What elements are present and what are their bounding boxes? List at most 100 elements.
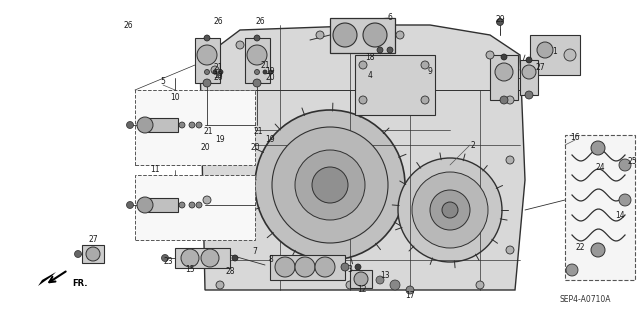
Circle shape (341, 263, 349, 271)
Text: 14: 14 (615, 211, 625, 219)
Circle shape (501, 54, 507, 60)
Text: 21: 21 (260, 61, 269, 70)
Bar (490, 55, 518, 100)
Bar (135, 90, 255, 165)
Circle shape (333, 23, 357, 47)
Circle shape (86, 247, 100, 261)
Circle shape (197, 45, 217, 65)
Circle shape (500, 96, 508, 104)
Circle shape (255, 110, 405, 260)
Text: 19: 19 (213, 70, 223, 79)
Text: 4: 4 (367, 70, 372, 79)
Circle shape (591, 141, 605, 155)
Circle shape (506, 246, 514, 254)
Circle shape (355, 264, 361, 270)
Text: 21: 21 (253, 128, 263, 137)
Circle shape (205, 70, 209, 75)
Circle shape (442, 202, 458, 218)
Circle shape (204, 35, 210, 41)
Text: 28: 28 (225, 268, 235, 277)
Circle shape (591, 243, 605, 257)
Text: 17: 17 (405, 291, 415, 300)
Circle shape (196, 202, 202, 208)
Circle shape (161, 255, 168, 262)
Text: 20: 20 (265, 73, 275, 83)
Bar (175, 248, 230, 268)
Bar (270, 255, 345, 280)
Text: 23: 23 (163, 257, 173, 266)
Text: 21: 21 (204, 128, 212, 137)
Text: 9: 9 (428, 68, 433, 77)
Circle shape (398, 158, 502, 262)
Circle shape (295, 150, 365, 220)
Circle shape (312, 167, 348, 203)
Circle shape (412, 172, 488, 248)
Text: 1: 1 (552, 48, 557, 56)
Circle shape (476, 281, 484, 289)
Text: 15: 15 (185, 265, 195, 275)
Text: 27: 27 (535, 63, 545, 72)
Text: 24: 24 (595, 164, 605, 173)
Circle shape (566, 264, 578, 276)
Circle shape (219, 70, 223, 74)
Circle shape (421, 61, 429, 69)
Circle shape (201, 249, 219, 267)
Circle shape (213, 70, 217, 74)
Circle shape (74, 250, 81, 257)
Text: 19: 19 (215, 136, 225, 145)
Circle shape (421, 96, 429, 104)
Text: 29: 29 (495, 16, 505, 25)
Text: SEP4-A0710A: SEP4-A0710A (559, 295, 611, 305)
Text: 21: 21 (213, 63, 223, 72)
Text: 13: 13 (380, 271, 390, 280)
Circle shape (272, 127, 388, 243)
Circle shape (430, 190, 470, 230)
Circle shape (189, 122, 195, 128)
Text: 16: 16 (570, 133, 580, 143)
Circle shape (247, 45, 267, 65)
Circle shape (179, 122, 185, 128)
Circle shape (387, 47, 393, 53)
Circle shape (526, 57, 532, 63)
Text: 8: 8 (269, 256, 273, 264)
Circle shape (359, 61, 367, 69)
Circle shape (203, 79, 211, 87)
Circle shape (263, 70, 267, 74)
Text: 3: 3 (348, 265, 353, 275)
Text: 26: 26 (255, 18, 265, 26)
Circle shape (506, 96, 514, 104)
Text: 2: 2 (470, 140, 476, 150)
Circle shape (354, 272, 368, 286)
Text: 26: 26 (123, 20, 133, 29)
Circle shape (137, 197, 153, 213)
Text: FR.: FR. (72, 278, 88, 287)
Polygon shape (200, 25, 525, 290)
Circle shape (316, 31, 324, 39)
Circle shape (255, 70, 259, 75)
Bar (195, 38, 220, 83)
Bar (148, 198, 178, 212)
Bar (350, 270, 372, 288)
Circle shape (203, 196, 211, 204)
Circle shape (137, 117, 153, 133)
Circle shape (390, 280, 400, 290)
Text: 25: 25 (627, 158, 637, 167)
Circle shape (376, 276, 384, 284)
Circle shape (396, 31, 404, 39)
Circle shape (346, 281, 354, 289)
Circle shape (211, 66, 219, 74)
Circle shape (564, 49, 576, 61)
Circle shape (497, 19, 504, 26)
Text: 19: 19 (265, 136, 275, 145)
Text: 26: 26 (213, 18, 223, 26)
Bar (245, 38, 270, 83)
Text: 6: 6 (388, 13, 392, 23)
Circle shape (127, 202, 134, 209)
Bar (135, 175, 255, 240)
Text: 22: 22 (575, 243, 585, 253)
Text: 12: 12 (357, 286, 367, 294)
Circle shape (619, 194, 631, 206)
Circle shape (232, 255, 238, 261)
Circle shape (619, 159, 631, 171)
Text: 20: 20 (250, 144, 260, 152)
